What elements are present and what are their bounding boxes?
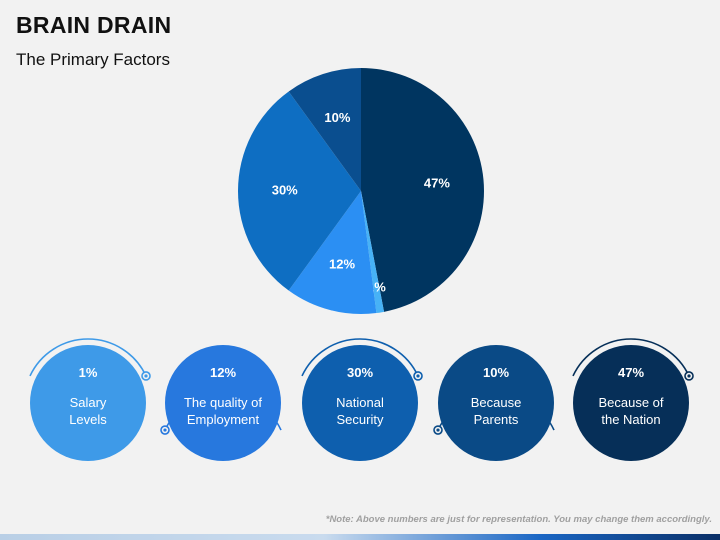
pie-slice-label: 30% <box>272 182 298 197</box>
factor-card-because-parents: 10% Because Parents <box>438 345 554 461</box>
card-label-line: Security <box>336 412 384 427</box>
decor-ring-dot <box>163 428 167 432</box>
card-value: 10% <box>482 365 510 380</box>
card-label: The quality of Employment <box>171 394 275 428</box>
factor-card-because-of-nation: 47% Because of the Nation <box>573 345 689 461</box>
pie-slice <box>361 191 385 314</box>
factor-card-salary-levels: 1% Salary Levels <box>30 345 146 461</box>
pie-slice <box>238 91 361 291</box>
card-value: 30% <box>346 365 374 380</box>
card-value: 12% <box>209 365 237 380</box>
card-value: 47% <box>617 365 645 380</box>
card-label-line: National <box>336 395 384 410</box>
pie-slice-label: 12% <box>329 256 355 271</box>
pie-slice-label: 10% <box>324 110 350 125</box>
pie-slice <box>361 68 484 312</box>
decor-ring <box>160 425 170 435</box>
card-label-line: Because of <box>598 395 664 410</box>
bottom-accent-bar <box>0 534 720 540</box>
card-label-line: Salary <box>69 395 107 410</box>
card-label-line: Employment <box>186 412 260 427</box>
card-label: Salary Levels <box>36 394 140 428</box>
pie-slice <box>288 191 377 314</box>
pie-chart: 47%1%12%30%10% <box>238 68 484 314</box>
footnote: *Note: Above numbers are just for repres… <box>325 514 712 525</box>
card-label: Because Parents <box>444 394 548 428</box>
decor-ring <box>433 425 443 435</box>
page-subtitle: The Primary Factors <box>16 50 170 69</box>
card-label-line: Parents <box>473 412 519 427</box>
pie-slice-label: 47% <box>424 175 450 190</box>
card-label: National Security <box>308 394 412 428</box>
card-label-line: Because <box>470 395 522 410</box>
factor-card-quality-of-employment: 12% The quality of Employment <box>165 345 281 461</box>
decor-ring-dot <box>436 428 440 432</box>
card-value: 1% <box>78 365 98 380</box>
factor-card-national-security: 30% National Security <box>302 345 418 461</box>
pie-slice <box>288 68 361 191</box>
card-label-line: Levels <box>69 412 107 427</box>
card-label: Because of the Nation <box>579 394 683 428</box>
card-label-line: the Nation <box>601 412 661 427</box>
page-title: BRAIN DRAIN <box>16 12 172 38</box>
card-label-line: The quality of <box>183 395 263 410</box>
